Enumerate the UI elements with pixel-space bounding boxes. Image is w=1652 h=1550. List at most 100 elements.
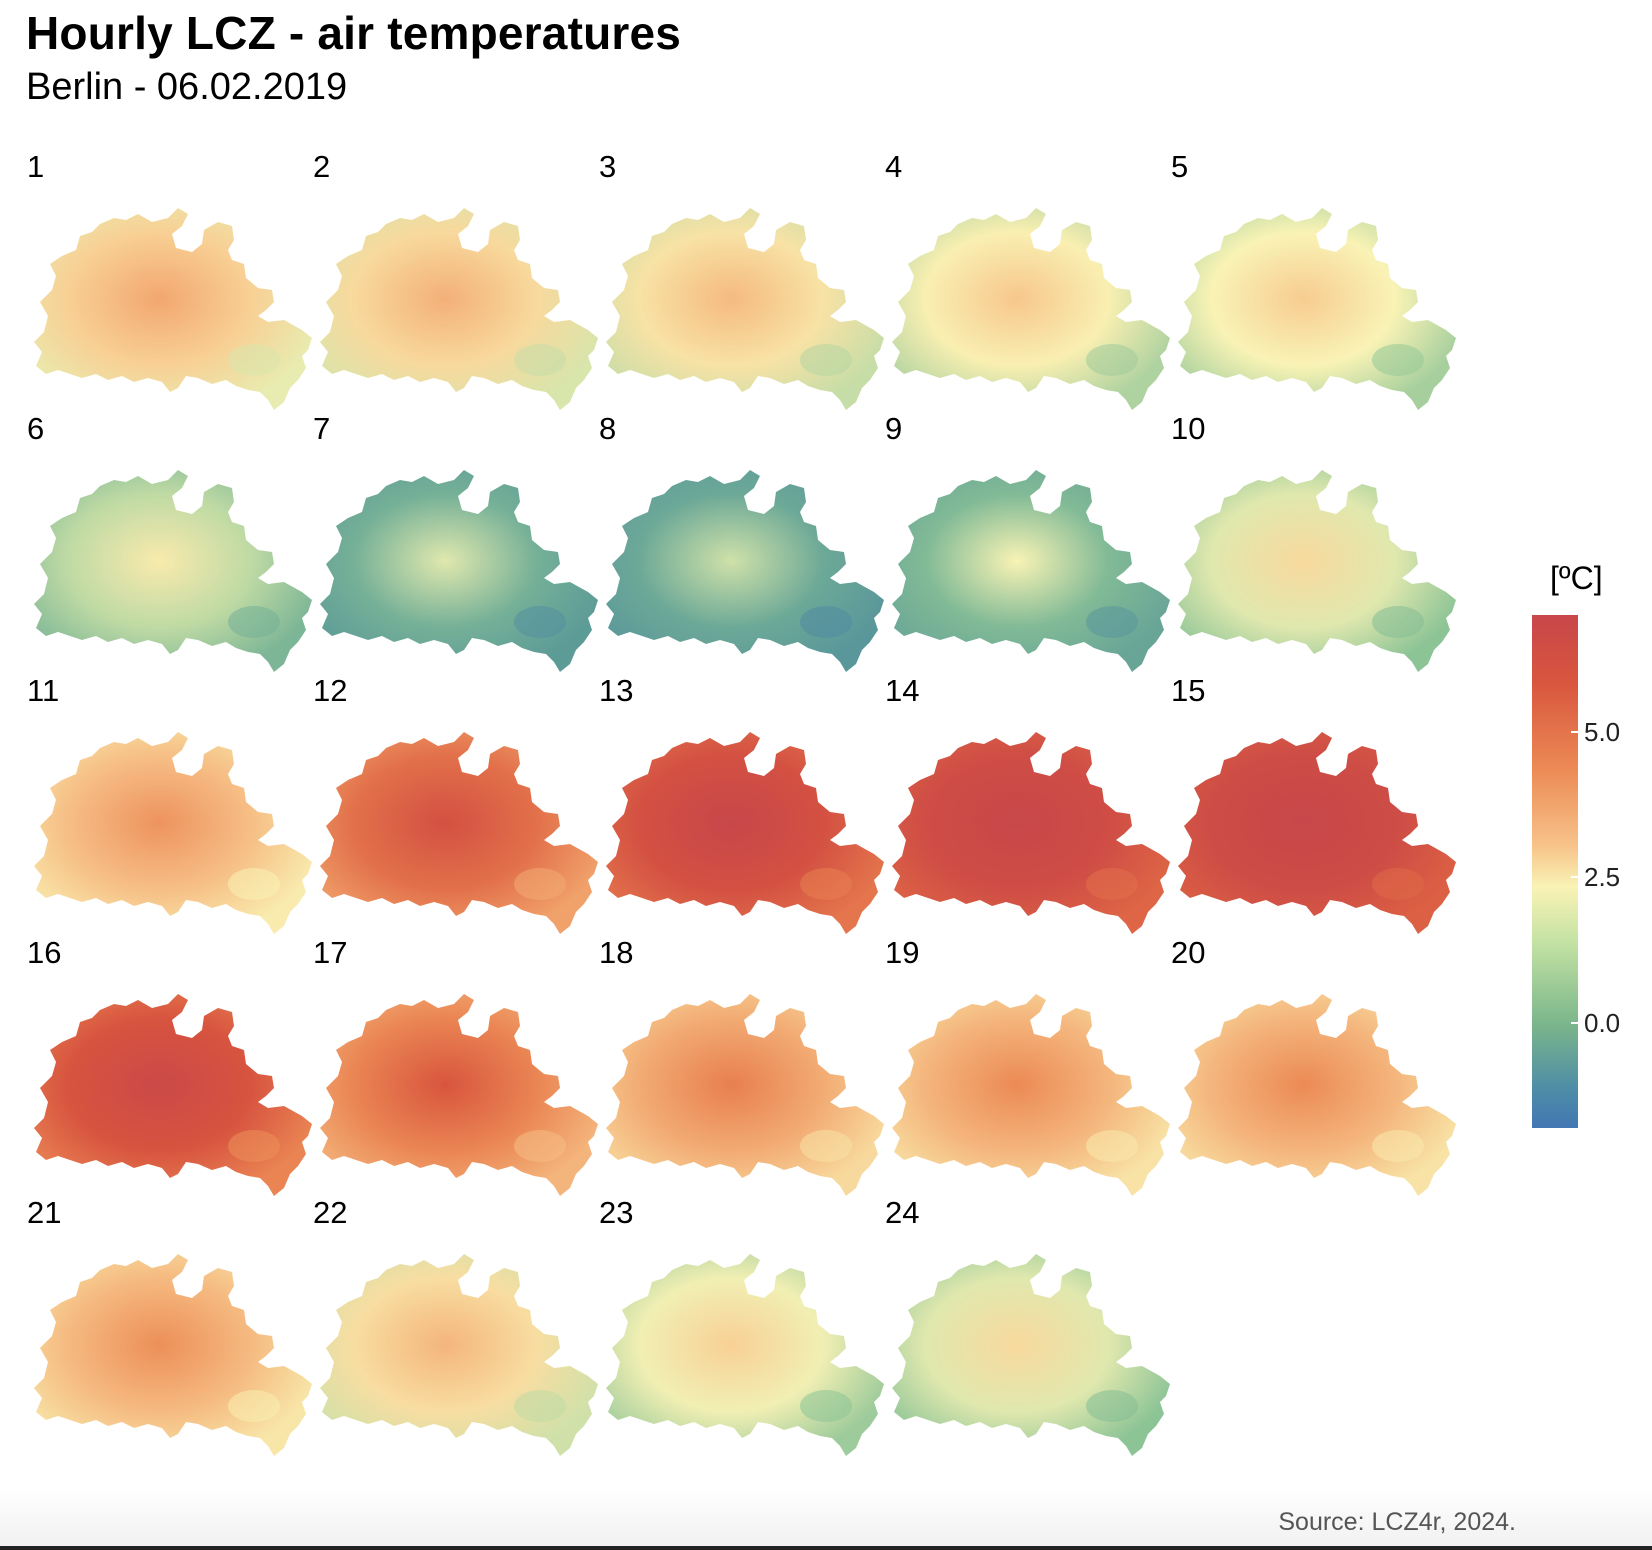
panel-hour-label: 23 [599,1195,634,1230]
berlin-area-shape [34,1254,312,1456]
berlin-area-shape [892,732,1170,934]
legend-tick-mark [1571,730,1578,733]
source-caption: Source: LCZ4r, 2024. [1278,1508,1516,1536]
panel-hour-label: 14 [885,673,920,708]
panel-hour-label: 2 [313,149,331,184]
forest-patch [800,1130,852,1162]
forest-patch [228,1130,280,1162]
berlin-area-shape [34,732,312,934]
berlin-area-shape [892,470,1170,672]
berlin-temperature-map [34,208,312,410]
berlin-temperature-map [892,470,1170,672]
berlin-temperature-map [34,470,312,672]
berlin-temperature-map [892,1254,1170,1456]
panel-hour-label: 4 [885,149,903,184]
berlin-temperature-map [892,208,1170,410]
berlin-temperature-map [320,470,598,672]
panel-hour-label: 10 [1171,411,1206,446]
berlin-temperature-map [606,732,884,934]
forest-patch [228,344,280,376]
map-panel-hour-18: 18 [594,936,884,1210]
panel-hour-label: 20 [1171,935,1206,970]
berlin-temperature-map [606,994,884,1196]
legend-tick-label: 0.0 [1584,1008,1621,1039]
forest-patch [228,1390,280,1422]
berlin-temperature-map [606,1254,884,1456]
berlin-temperature-map [892,994,1170,1196]
forest-patch [514,606,566,638]
legend-tick-mark [1571,876,1578,879]
panel-hour-label: 16 [27,935,62,970]
berlin-area-shape [320,470,598,672]
legend-title: [ºC] [1550,560,1603,596]
panel-hour-label: 7 [313,411,331,446]
forest-patch [1372,868,1424,900]
berlin-area-shape [1178,208,1456,410]
forest-patch [1086,868,1138,900]
berlin-temperature-map [1178,994,1456,1196]
berlin-temperature-map [34,1254,312,1456]
berlin-temperature-map [320,732,598,934]
forest-patch [800,606,852,638]
map-panel-hour-16: 16 [22,936,312,1210]
panel-hour-label: 8 [599,411,617,446]
berlin-temperature-map [1178,470,1456,672]
forest-patch [228,606,280,638]
map-panel-hour-13: 13 [594,674,884,948]
map-panel-hour-2: 2 [308,150,598,424]
panel-hour-label: 21 [27,1195,62,1230]
legend-tick-mark [1571,1022,1578,1025]
map-panel-hour-5: 5 [1166,150,1456,424]
forest-patch [514,344,566,376]
berlin-area-shape [320,732,598,934]
legend-colorbar [1532,615,1578,1128]
page-subtitle: Berlin - 06.02.2019 [26,66,348,108]
berlin-area-shape [34,470,312,672]
berlin-area-shape [892,1254,1170,1456]
berlin-area-shape [320,208,598,410]
map-panel-hour-14: 14 [880,674,1170,948]
berlin-area-shape [892,208,1170,410]
panel-hour-label: 22 [313,1195,348,1230]
berlin-temperature-map [320,994,598,1196]
legend-tick-label: 5.0 [1584,716,1621,747]
panel-hour-label: 6 [27,411,45,446]
berlin-area-shape [34,994,312,1196]
map-panel-hour-23: 23 [594,1196,884,1470]
map-panel-hour-10: 10 [1166,412,1456,686]
map-panel-hour-8: 8 [594,412,884,686]
map-panel-hour-11: 11 [22,674,312,948]
berlin-temperature-map [1178,208,1456,410]
forest-patch [1372,344,1424,376]
map-panel-hour-4: 4 [880,150,1170,424]
panel-hour-label: 18 [599,935,634,970]
forest-patch [228,868,280,900]
berlin-area-shape [606,732,884,934]
map-panel-hour-1: 1 [22,150,312,424]
panel-hour-label: 11 [27,673,60,708]
berlin-temperature-map [606,208,884,410]
map-panel-hour-15: 15 [1166,674,1456,948]
map-panel-hour-7: 7 [308,412,598,686]
map-panel-hour-21: 21 [22,1196,312,1470]
forest-patch [514,1130,566,1162]
berlin-temperature-map [606,470,884,672]
berlin-area-shape [1178,470,1456,672]
page-title: Hourly LCZ - air temperatures [26,7,682,59]
map-panel-hour-19: 19 [880,936,1170,1210]
panel-hour-label: 19 [885,935,920,970]
forest-patch [1086,344,1138,376]
forest-patch [1086,1130,1138,1162]
forest-patch [1086,606,1138,638]
forest-patch [1372,606,1424,638]
berlin-area-shape [606,1254,884,1456]
berlin-temperature-map [34,994,312,1196]
map-panel-hour-24: 24 [880,1196,1170,1470]
map-panel-hour-9: 9 [880,412,1170,686]
footer-band [0,1488,1652,1550]
map-panel-hour-20: 20 [1166,936,1456,1210]
berlin-area-shape [1178,732,1456,934]
forest-patch [514,1390,566,1422]
panel-hour-label: 17 [313,935,348,970]
